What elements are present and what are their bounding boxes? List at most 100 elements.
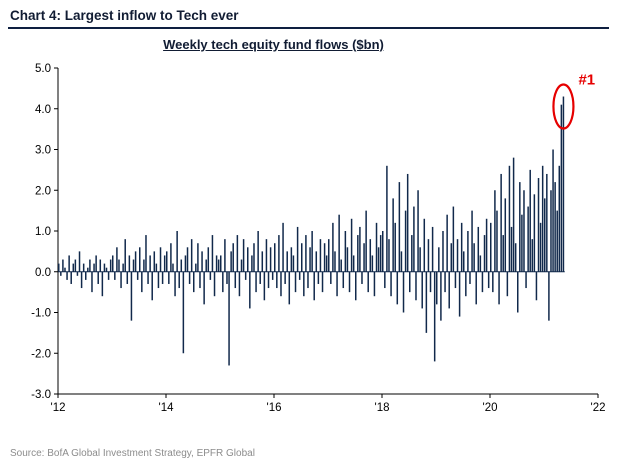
bar: [371, 255, 374, 272]
bar: [91, 271, 93, 293]
bar: [280, 271, 282, 297]
bar: [548, 271, 550, 321]
y-tick-label: 5.0: [35, 63, 51, 75]
chart-subtitle: Weekly tech equity fund flows ($bn): [163, 37, 384, 52]
bar: [390, 271, 392, 297]
bar: [122, 263, 124, 272]
y-tick-label: 1.0: [35, 226, 51, 238]
bar: [159, 247, 162, 272]
bar: [116, 247, 118, 272]
title-divider: [8, 27, 609, 29]
bar: [182, 271, 185, 354]
bar: [168, 271, 170, 284]
bar: [365, 210, 367, 272]
bar: [342, 271, 345, 289]
bar: [290, 247, 293, 272]
bar: [292, 255, 295, 272]
x-tick-label: '12: [51, 402, 66, 414]
bar: [330, 271, 332, 284]
bar: [444, 271, 446, 293]
bar: [317, 271, 320, 284]
bar: [450, 243, 453, 272]
bar: [409, 271, 411, 293]
bar: [527, 206, 529, 272]
bar: [180, 259, 183, 272]
bar: [411, 235, 413, 272]
bar: [338, 214, 340, 272]
bar: [357, 235, 359, 272]
bar: [263, 271, 266, 301]
bar: [201, 251, 203, 272]
chart-page: Chart 4: Largest inflow to Tech ever Wee…: [8, 8, 609, 459]
bar: [546, 173, 548, 272]
bar: [350, 218, 353, 272]
bar: [537, 178, 540, 272]
bar: [136, 271, 139, 280]
bar: [82, 263, 85, 272]
bar: [442, 231, 444, 272]
bar: [128, 255, 131, 272]
bar: [251, 255, 253, 272]
bar: [134, 251, 137, 272]
bar: [413, 206, 415, 272]
bar: [259, 271, 261, 284]
bar: [163, 255, 166, 272]
y-tick-label: 3.0: [35, 145, 51, 157]
bar: [344, 231, 347, 272]
bar: [255, 271, 257, 293]
bar: [319, 239, 322, 272]
bar: [141, 271, 143, 293]
bar: [209, 271, 212, 280]
bar: [99, 259, 102, 272]
bar: [217, 259, 220, 272]
bar: [307, 271, 309, 289]
bar: [215, 255, 218, 272]
bar: [336, 271, 338, 297]
y-tick-label: 0.0: [35, 267, 51, 279]
bar: [465, 271, 467, 297]
bar: [388, 239, 390, 272]
bar: [114, 271, 116, 280]
bar: [483, 235, 486, 272]
bar: [220, 255, 222, 272]
source-note: Source: BofA Global Investment Strategy,…: [10, 448, 255, 459]
bar: [126, 271, 129, 284]
bar: [421, 271, 423, 309]
bar: [440, 271, 442, 321]
bar: [452, 206, 455, 272]
bar: [296, 226, 299, 272]
bar: [477, 226, 480, 272]
record-label: #1: [578, 72, 595, 89]
bar: [386, 165, 388, 272]
bar: [340, 259, 342, 272]
bar: [230, 251, 232, 272]
bar: [510, 226, 513, 272]
bar: [384, 271, 386, 289]
bar: [321, 271, 324, 293]
bar: [429, 271, 432, 293]
bar: [481, 271, 484, 293]
bar: [305, 235, 307, 272]
bar: [490, 222, 492, 272]
bar: [301, 243, 303, 272]
bar: [109, 259, 112, 272]
bar: [417, 190, 419, 272]
bar: [112, 255, 114, 272]
bar: [469, 271, 471, 284]
bar: [193, 271, 195, 293]
bar: [207, 247, 210, 272]
x-tick-label: '18: [375, 402, 390, 414]
bar: [80, 271, 83, 289]
chart-title: Chart 4: Largest inflow to Tech ever: [10, 8, 239, 23]
bar: [529, 169, 531, 272]
bar: [170, 243, 172, 272]
bar: [535, 271, 538, 301]
bar: [197, 243, 199, 272]
bar: [238, 271, 241, 297]
bar: [519, 182, 521, 272]
bar: [58, 263, 60, 272]
bar: [508, 165, 511, 272]
bar: [394, 222, 396, 272]
bar: [479, 255, 482, 272]
bar: [375, 222, 378, 272]
